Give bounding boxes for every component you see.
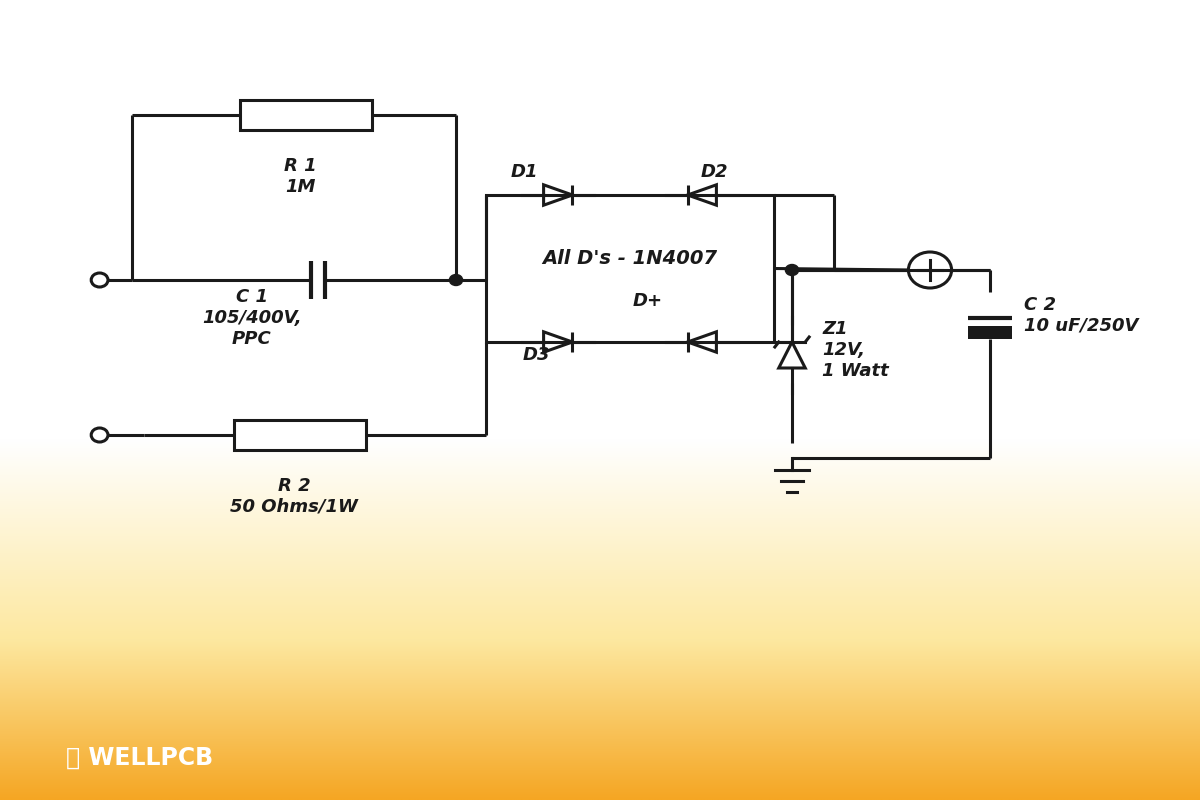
Text: D3: D3 bbox=[523, 346, 550, 364]
Text: Z1
12V,
1 Watt: Z1 12V, 1 Watt bbox=[822, 320, 889, 380]
Bar bbox=[234, 420, 366, 450]
Text: All D's - 1N4007: All D's - 1N4007 bbox=[542, 249, 718, 268]
Circle shape bbox=[449, 274, 463, 286]
Bar bbox=[240, 100, 372, 130]
Text: D+: D+ bbox=[632, 291, 664, 310]
Circle shape bbox=[785, 265, 799, 275]
Text: D2: D2 bbox=[701, 163, 727, 181]
Text: C 2
10 uF/250V: C 2 10 uF/250V bbox=[1024, 296, 1138, 334]
Bar bbox=[968, 326, 1012, 339]
Text: ⓦ WELLPCB: ⓦ WELLPCB bbox=[66, 746, 214, 770]
Text: D1: D1 bbox=[511, 163, 538, 181]
Text: C 1
105/400V,
PPC: C 1 105/400V, PPC bbox=[202, 288, 302, 347]
Bar bbox=[486, 195, 774, 342]
Text: R 2
50 Ohms/1W: R 2 50 Ohms/1W bbox=[230, 477, 358, 516]
Text: R 1
1M: R 1 1M bbox=[283, 157, 317, 196]
